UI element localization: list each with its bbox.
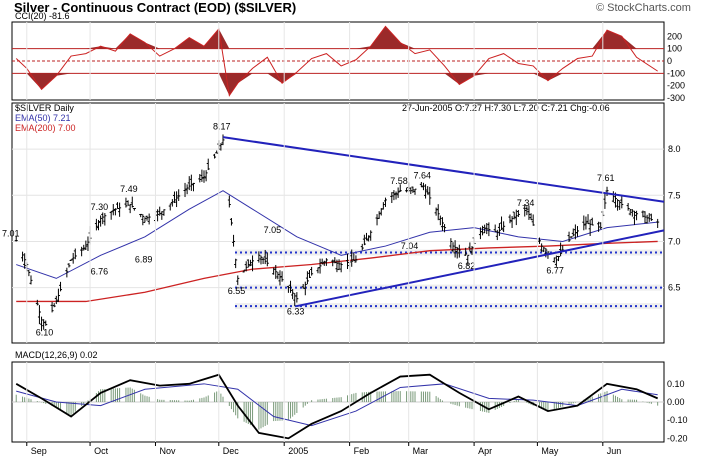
- price-panel-label: $SILVER Daily: [15, 103, 74, 113]
- price-point-label: 8.17: [213, 121, 231, 131]
- price-tick-label: 8.0: [668, 144, 681, 154]
- cci-line: [15, 25, 658, 97]
- price-point-label: 7.34: [517, 198, 535, 208]
- price-point-label: 7.61: [597, 173, 615, 183]
- price-point-label: 6.89: [135, 255, 153, 265]
- price-point-label: 6.82: [458, 261, 476, 271]
- ema200-line: [16, 240, 658, 303]
- cci-tick-label: -300: [667, 93, 685, 103]
- price-point-label: 7.64: [413, 170, 431, 180]
- price-point-label: 6.33: [287, 306, 305, 316]
- upper-trendline: [222, 136, 665, 203]
- cci-tick-label: -200: [667, 81, 685, 91]
- x-tick-label: May: [541, 446, 559, 456]
- x-tick-label: 2005: [288, 446, 308, 456]
- support-band: [235, 284, 662, 291]
- cci-panel: 200 100 0 -100 -200 -300 CCI(20) -81.6: [11, 11, 685, 103]
- macd-label: MACD(12,26,9) 0.02: [15, 350, 98, 360]
- price-point-label: 6.76: [91, 267, 109, 277]
- x-tick-label: Apr: [478, 446, 492, 456]
- support-band: [235, 303, 662, 310]
- price-point-label: 6.55: [228, 286, 246, 296]
- macd-tick-label: 0.00: [667, 397, 685, 407]
- macd-signal-line: [16, 383, 658, 427]
- cci-tick-label: -100: [667, 68, 685, 78]
- cci-tick-label: 200: [667, 31, 682, 41]
- price-tick-label: 7.0: [668, 236, 681, 246]
- macd-tick-label: 0.10: [667, 379, 685, 389]
- price-panel: 7.01 6.10 7.30 6.76 7.49 6.89 8.17 6.55 7.05 6.33…: [2, 102, 681, 344]
- cci-tick-label: 0: [667, 56, 672, 66]
- x-tick-label: Dec: [223, 446, 240, 456]
- cci-tick-label: 100: [667, 44, 682, 54]
- price-point-label: 7.58: [390, 176, 408, 186]
- macd-tick-label: -0.20: [667, 433, 688, 443]
- ema50-legend: EMA(50) 7.21: [15, 113, 71, 123]
- price-point-label: 7.49: [120, 184, 138, 194]
- ema200-legend: EMA(200) 7.00: [15, 123, 76, 133]
- x-axis: Sep Oct Nov Dec 2005 Feb Mar Apr May Jun: [26, 22, 622, 456]
- price-point-label: 7.05: [264, 225, 282, 235]
- price-tick-label: 7.5: [668, 190, 681, 200]
- price-tick-label: 6.5: [668, 283, 681, 293]
- price-point-label: 7.04: [401, 241, 419, 251]
- price-summary: 27-Jun-2005 O:7.27 H:7.30 L:7.20 C:7.21 …: [402, 103, 610, 113]
- x-tick-label: Jun: [607, 446, 622, 456]
- price-point-label: 6.10: [36, 328, 54, 338]
- x-tick-label: Oct: [94, 446, 109, 456]
- macd-line: [15, 373, 659, 440]
- cci-label: CCI(20) -81.6: [15, 11, 70, 21]
- x-tick-label: Mar: [413, 446, 429, 456]
- x-tick-label: Feb: [354, 446, 370, 456]
- macd-tick-label: -0.10: [667, 415, 688, 425]
- ema50-line: [16, 190, 658, 279]
- x-tick-label: Sep: [31, 446, 47, 456]
- price-point-label: 6.77: [546, 266, 564, 276]
- support-band: [235, 249, 662, 256]
- price-point-label: 7.30: [91, 202, 109, 212]
- chart-title: Silver - Continuous Contract (EOD) ($SIL…: [14, 0, 296, 15]
- watermark: © StockCharts.com: [596, 2, 691, 14]
- macd-panel: 0.10 0.00 -0.10 -0.20 MACD(12,26,9) 0.02: [11, 350, 688, 443]
- price-point-label: 7.01: [2, 229, 20, 239]
- x-tick-label: Nov: [159, 446, 176, 456]
